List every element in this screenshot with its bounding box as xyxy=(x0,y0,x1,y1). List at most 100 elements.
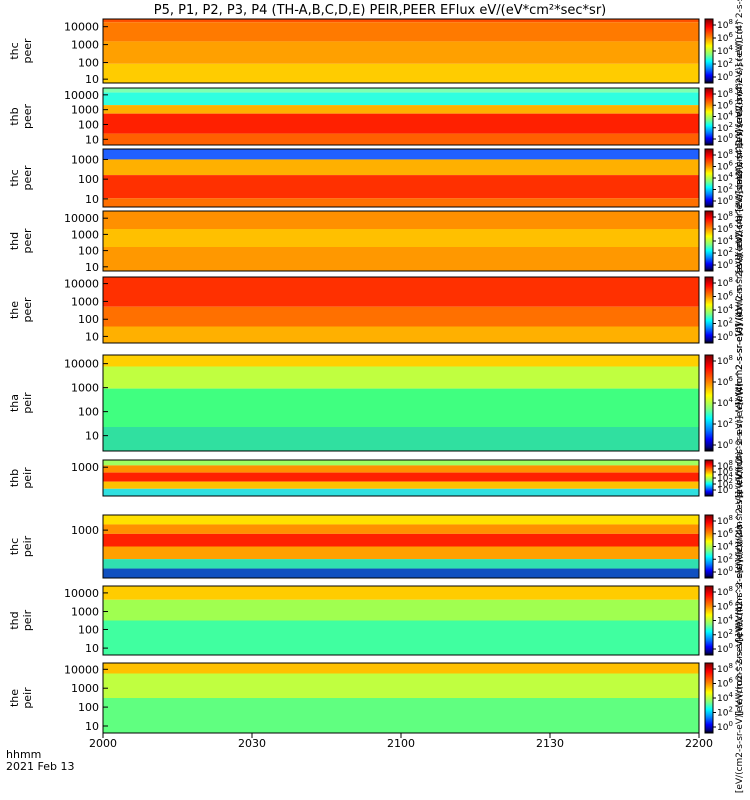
spectrogram-band-2-5 xyxy=(103,133,699,145)
panel-frame-6 xyxy=(102,354,700,452)
panel-frame-7 xyxy=(102,459,700,497)
x-tick-label-3: 2100 xyxy=(387,737,415,750)
spectrogram-band-2-3 xyxy=(103,105,699,114)
y-tick-label-6-3: 100 xyxy=(78,406,99,419)
y-tick-label-6-2: 1000 xyxy=(71,382,99,395)
panel-label-probe-8: thc xyxy=(8,538,21,555)
y-tick-label-1-1: 10000 xyxy=(64,21,99,34)
y-tick-label-3-1: 1000 xyxy=(71,153,99,166)
colorbar-tick-label-10-5: 100 xyxy=(717,720,733,733)
colorbar-tick-label-5-2: 106 xyxy=(717,290,733,303)
spectrogram-band-6-3 xyxy=(103,388,699,427)
spectrogram-band-10-1 xyxy=(103,663,699,674)
colorbar-1 xyxy=(704,18,714,84)
colorbar-tick-label-6-1: 108 xyxy=(717,354,733,367)
spectrogram-band-7-3 xyxy=(103,472,699,482)
panel-label-product-5: peer xyxy=(21,297,34,323)
spectrogram-band-2-1 xyxy=(103,88,699,93)
spectrogram-band-10-2 xyxy=(103,673,699,698)
spectrogram-band-7-2 xyxy=(103,465,699,473)
colorbar-unit-label-7: [eV/(cm2-s-sr-eV)] (eV/(cm^2-s-sr-eV)) (… xyxy=(735,383,745,573)
colorbar-tick-label-5-3: 104 xyxy=(717,303,733,316)
spectrogram-band-2-2 xyxy=(103,92,699,106)
y-tick-label-9-4: 10 xyxy=(85,642,99,655)
spectrogram-band-1-3 xyxy=(103,41,699,64)
spectrogram-band-10-3 xyxy=(103,698,699,733)
panel-label-product-7: peir xyxy=(21,467,34,489)
panel-label-probe-9: thd xyxy=(8,611,21,629)
panel-frame-9 xyxy=(102,585,700,656)
colorbar-unit-label-8: [eV/(cm2-s-sr-eV)] (eV/(cm^2-s-sr-eV)) (… xyxy=(735,451,745,641)
y-tick-label-1-3: 100 xyxy=(78,57,99,70)
panel-label-product-1: peer xyxy=(21,38,34,64)
spectrogram-band-9-1 xyxy=(103,586,699,600)
spectrogram-band-8-6 xyxy=(103,568,699,578)
y-tick-label-8-1: 1000 xyxy=(71,524,99,537)
spectrogram-band-5-2 xyxy=(103,306,699,327)
y-tick-label-5-1: 10000 xyxy=(64,278,99,291)
panel-frame-8 xyxy=(102,514,700,579)
colorbar-tick-label-9-3: 104 xyxy=(717,614,733,627)
panel-label-probe-10: the xyxy=(8,689,21,707)
colorbar-tick-label-6-4: 102 xyxy=(717,417,733,430)
panel-label-product-9: peir xyxy=(21,609,34,631)
y-tick-label-7-1: 1000 xyxy=(71,461,99,474)
spectrogram-band-1-2 xyxy=(103,22,699,42)
y-tick-label-9-3: 100 xyxy=(78,623,99,636)
spectrogram-band-4-2 xyxy=(103,229,699,247)
spectrogram-band-8-2 xyxy=(103,524,699,534)
spectrogram-band-4-1 xyxy=(103,211,699,229)
spectrogram-band-7-5 xyxy=(103,488,699,496)
y-tick-label-10-1: 10000 xyxy=(64,663,99,676)
colorbar-tick-label-10-4: 102 xyxy=(717,706,733,719)
colorbar-tick-label-8-3: 104 xyxy=(717,540,733,553)
colorbar-tick-label-1-2: 106 xyxy=(717,31,733,44)
panel-label-probe-1: thc xyxy=(8,42,21,59)
y-tick-label-10-2: 1000 xyxy=(71,682,99,695)
spectrogram-band-3-4 xyxy=(103,198,699,207)
colorbar-5 xyxy=(704,276,714,344)
colorbar-tick-label-8-1: 108 xyxy=(717,514,733,527)
spectrogram-band-3-1 xyxy=(103,149,699,160)
y-tick-label-5-4: 10 xyxy=(85,330,99,343)
panel-label-product-10: peir xyxy=(21,687,34,709)
colorbar-unit-label-4: [eV/(cm2-s-sr-eV)] (eV/(cm^2-s-sr-eV)) (… xyxy=(735,146,745,336)
panel-label-probe-6: tha xyxy=(8,394,21,412)
colorbar-tick-label-5-4: 102 xyxy=(717,317,733,330)
colorbar-tick-label-10-1: 108 xyxy=(717,662,733,675)
colorbar-unit-label-10: [eV/(cm2-s-sr-eV)] (eV/(cm^2-s-sr-eV)) (… xyxy=(735,603,745,793)
spectrogram-band-6-2 xyxy=(103,366,699,389)
x-tick-label-1: 2000 xyxy=(89,737,117,750)
colorbar-tick-label-10-2: 106 xyxy=(717,677,733,690)
x-tick-label-5: 2200 xyxy=(685,737,713,750)
panel-label-probe-5: the xyxy=(8,301,21,319)
x-label-date: 2021 Feb 13 xyxy=(6,760,74,773)
y-tick-label-9-1: 10000 xyxy=(64,587,99,600)
spectrogram-band-8-5 xyxy=(103,559,699,569)
colorbar-tick-label-9-2: 106 xyxy=(717,599,733,612)
spectrogram-band-5-3 xyxy=(103,326,699,343)
spectrogram-band-8-3 xyxy=(103,533,699,547)
colorbar-tick-label-8-5: 100 xyxy=(717,565,733,578)
y-tick-label-2-3: 100 xyxy=(78,118,99,131)
y-tick-label-9-2: 1000 xyxy=(71,606,99,619)
colorbar-7 xyxy=(704,459,714,497)
spectrogram-band-3-2 xyxy=(103,159,699,176)
spectrogram-band-1-4 xyxy=(103,63,699,83)
colorbar-tick-label-5-1: 108 xyxy=(717,276,733,289)
panel-frame-1 xyxy=(102,18,700,84)
panel-frame-5 xyxy=(102,276,700,344)
colorbar-tick-label-1-4: 102 xyxy=(717,57,733,70)
panel-label-probe-4: thd xyxy=(8,232,21,250)
spectrogram-band-9-3 xyxy=(103,620,699,655)
panel-frame-3 xyxy=(102,148,700,208)
panel-label-probe-2: thb xyxy=(8,107,21,125)
colorbar-tick-label-1-3: 104 xyxy=(717,44,733,57)
colorbar-3 xyxy=(704,148,714,208)
y-tick-label-1-4: 10 xyxy=(85,73,99,86)
y-tick-label-5-2: 1000 xyxy=(71,295,99,308)
panel-label-probe-7: thb xyxy=(8,469,21,487)
spectrogram-band-5-1 xyxy=(103,277,699,307)
colorbar-tick-label-9-4: 102 xyxy=(717,628,733,641)
